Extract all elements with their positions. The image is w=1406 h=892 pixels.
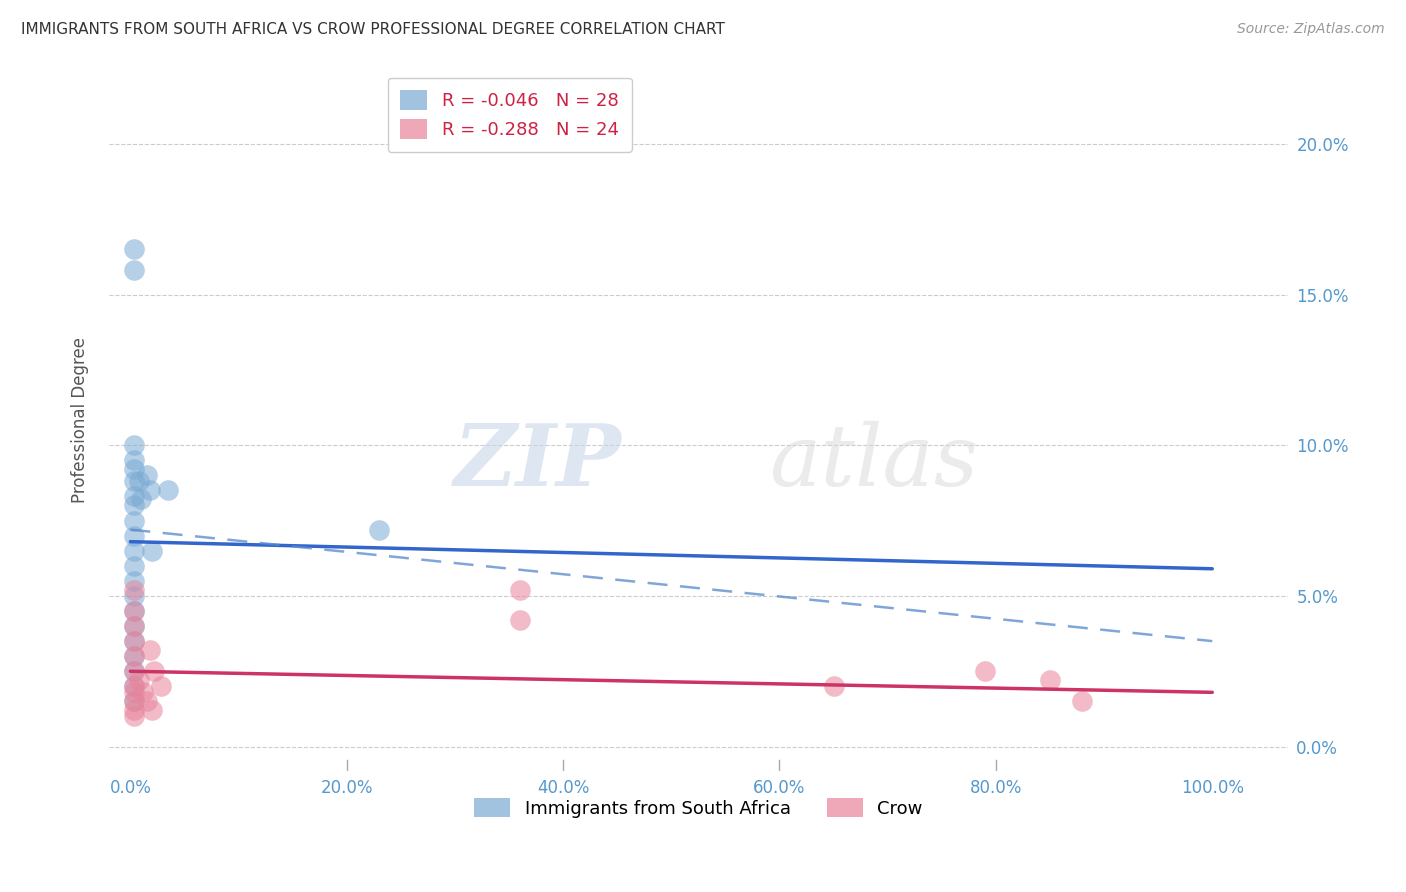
Point [122,634,145,648]
Point [122,649,145,664]
Point [139,643,162,657]
Point [122,475,145,489]
Text: Source: ZipAtlas.com: Source: ZipAtlas.com [1237,22,1385,37]
Point [122,499,145,513]
Point [122,490,145,504]
Point [157,483,180,498]
Point [122,263,145,277]
Point [122,665,145,679]
Point [122,703,145,717]
Point [122,709,145,723]
Point [122,438,145,452]
Point [132,685,155,699]
Point [122,679,145,693]
Point [141,543,163,558]
Point [141,703,163,717]
Text: ZIP: ZIP [454,420,621,503]
Point [122,574,145,588]
Point [122,685,145,699]
Point [122,558,145,573]
Point [122,604,145,618]
Point [122,589,145,603]
Point [122,619,145,633]
Point [122,604,145,618]
Point [129,492,152,507]
Point [143,665,166,679]
Point [122,694,145,708]
Point [823,679,845,693]
Point [368,523,391,537]
Point [122,462,145,476]
Point [1071,694,1094,708]
Text: IMMIGRANTS FROM SOUTH AFRICA VS CROW PROFESSIONAL DEGREE CORRELATION CHART: IMMIGRANTS FROM SOUTH AFRICA VS CROW PRO… [21,22,725,37]
Point [974,665,997,679]
Point [122,665,145,679]
Point [122,649,145,664]
Legend: Immigrants from South Africa, Crow: Immigrants from South Africa, Crow [467,790,929,825]
Point [135,468,157,483]
Point [128,475,150,489]
Point [122,243,145,257]
Point [1039,673,1062,688]
Point [122,453,145,467]
Point [122,694,145,708]
Point [128,673,150,688]
Point [122,543,145,558]
Point [122,514,145,528]
Point [139,483,162,498]
Point [135,694,157,708]
Point [509,613,531,627]
Point [122,634,145,648]
Point [122,679,145,693]
Point [122,619,145,633]
Point [122,582,145,597]
Point [509,582,531,597]
Text: atlas: atlas [769,420,979,503]
Point [149,679,172,693]
Point [122,528,145,542]
Y-axis label: Professional Degree: Professional Degree [72,336,89,502]
